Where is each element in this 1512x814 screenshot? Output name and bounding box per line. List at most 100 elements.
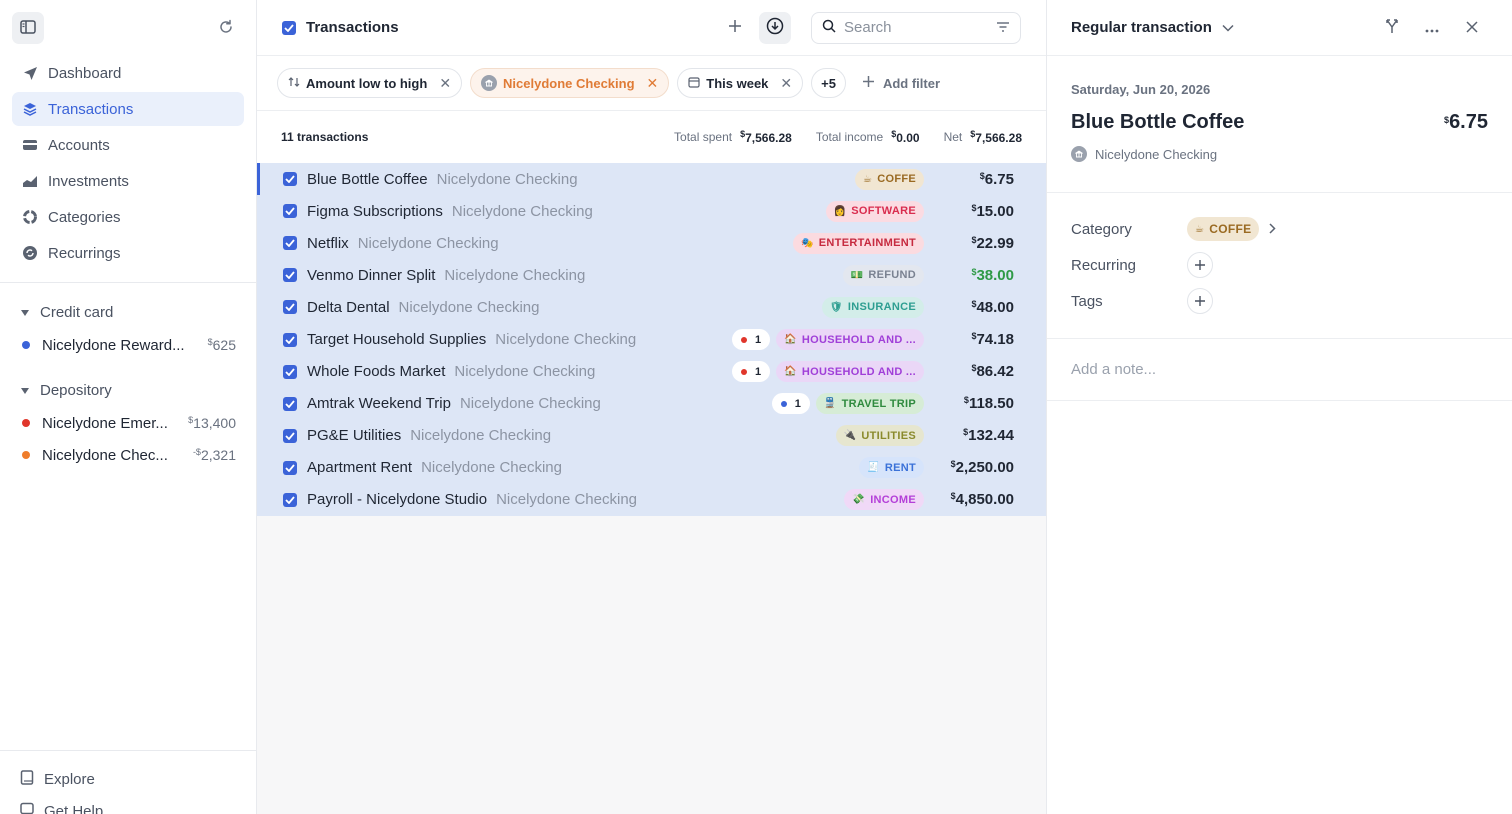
add-filter-button[interactable]: Add filter xyxy=(862,75,940,91)
transaction-row[interactable]: Netflix Nicelydone Checking 🎭 ENTERTAINMENT… xyxy=(257,227,1046,260)
filter-chip-label: Amount low to high xyxy=(306,75,428,91)
account-item[interactable]: Nicelydone Chec... -$2,321 xyxy=(20,439,236,471)
row-checkbox[interactable] xyxy=(283,172,297,187)
category-tag[interactable]: ☕ COFFE xyxy=(854,168,924,190)
merchant-name[interactable]: Blue Bottle Coffee xyxy=(1071,111,1245,133)
transaction-amount[interactable]: $6.75 xyxy=(1444,111,1488,133)
transaction-row[interactable]: Payroll - Nicelydone Studio Nicelydone Ch… xyxy=(257,483,1046,517)
category-emoji-icon: 💸 xyxy=(852,494,866,506)
transaction-type-label: Regular transaction xyxy=(1071,19,1212,36)
calendar-icon xyxy=(688,76,700,91)
download-button[interactable] xyxy=(759,11,791,44)
sidebar-item-categories[interactable]: Categories xyxy=(12,200,244,234)
account-group-toggle[interactable]: Credit card xyxy=(20,295,236,329)
row-checkbox[interactable] xyxy=(283,204,297,219)
repeat-icon xyxy=(22,245,38,261)
sidebar-item-get-help[interactable]: Get Help xyxy=(20,795,236,814)
account-item[interactable]: Nicelydone Reward... $625 xyxy=(20,329,236,361)
filter-chip-date[interactable]: This week ✕ xyxy=(677,68,804,98)
remove-filter-icon[interactable]: ✕ xyxy=(439,74,452,91)
chevron-down-icon xyxy=(1222,19,1234,36)
sidebar-item-dashboard[interactable]: Dashboard xyxy=(12,56,244,90)
transaction-row[interactable]: Whole Foods Market Nicelydone Checking 1 🏠 H… xyxy=(257,355,1046,388)
search-input[interactable] xyxy=(844,19,988,36)
row-checkbox[interactable] xyxy=(283,332,297,347)
refresh-button[interactable] xyxy=(216,18,236,38)
add-transaction-button[interactable] xyxy=(719,12,751,44)
category-tag[interactable]: 🏠 HOUSEHOLD AND ... xyxy=(776,329,924,351)
transaction-row[interactable]: PG&E Utilities Nicelydone Checking 🔌 UTILIT… xyxy=(257,419,1046,452)
group-label: Depository xyxy=(40,381,112,399)
category-tag-label: COFFE xyxy=(877,173,916,186)
transaction-list: Blue Bottle Coffee Nicelydone Checking ☕ CO… xyxy=(257,163,1046,517)
add-tag-button[interactable] xyxy=(1187,288,1213,314)
transaction-row[interactable]: Venmo Dinner Split Nicelydone Checking 💵 RE… xyxy=(257,259,1046,292)
row-checkbox[interactable] xyxy=(283,396,297,411)
row-checkbox[interactable] xyxy=(283,364,297,379)
transaction-amount: $4,850.00 xyxy=(950,491,1014,509)
transaction-row[interactable]: Figma Subscriptions Nicelydone Checking 👩 S… xyxy=(257,195,1046,228)
category-tag[interactable]: 🎭 ENTERTAINMENT xyxy=(793,232,924,254)
tag-count: 1 xyxy=(794,397,801,410)
close-icon xyxy=(1466,20,1478,36)
row-checkbox[interactable] xyxy=(283,268,297,283)
row-checkbox[interactable] xyxy=(283,300,297,315)
transaction-title: Payroll - Nicelydone Studio xyxy=(307,491,488,509)
account-name: Nicelydone Checking xyxy=(1095,146,1218,162)
sidebar-footer: Explore Get Help xyxy=(0,750,256,814)
transaction-row[interactable]: Amtrak Weekend Trip Nicelydone Checking 1 🚆… xyxy=(257,387,1046,420)
category-tag[interactable]: 💸 INCOME xyxy=(844,489,924,511)
tag-count-badge[interactable]: 1 xyxy=(732,361,771,383)
chevron-right-icon[interactable] xyxy=(1269,221,1276,237)
add-recurring-button[interactable] xyxy=(1187,252,1213,278)
transaction-count: 11 transactions xyxy=(281,130,369,144)
category-tag-label: UTILITIES xyxy=(861,429,916,442)
transaction-row[interactable]: Target Household Supplies Nicelydone Chec… xyxy=(257,323,1046,356)
row-checkbox[interactable] xyxy=(283,236,297,251)
category-tag-label: HOUSEHOLD AND ... xyxy=(801,333,916,346)
transaction-row[interactable]: Apartment Rent Nicelydone Checking 🧾 RENT $2… xyxy=(257,451,1046,484)
row-checkbox[interactable] xyxy=(283,492,297,507)
account-group-toggle[interactable]: Depository xyxy=(20,373,236,407)
sidebar-item-recurrings[interactable]: Recurrings xyxy=(12,236,244,270)
select-all-checkbox[interactable] xyxy=(282,20,296,35)
sidebar-item-explore[interactable]: Explore xyxy=(20,763,236,795)
filter-lines-icon[interactable] xyxy=(996,20,1010,36)
category-tag[interactable]: 👩 SOFTWARE xyxy=(825,200,924,222)
tag-color-dot xyxy=(741,368,748,375)
close-button[interactable] xyxy=(1452,12,1492,44)
tag-count-badge[interactable]: 1 xyxy=(732,329,771,351)
category-tag[interactable]: 🧾 RENT xyxy=(859,457,924,479)
sidebar-toggle-button[interactable] xyxy=(12,12,44,44)
more-options-button[interactable] xyxy=(1412,12,1452,44)
split-button[interactable] xyxy=(1372,12,1412,44)
category-emoji-icon: 🏠 xyxy=(784,334,797,346)
row-checkbox[interactable] xyxy=(283,428,297,443)
filter-chip-account[interactable]: Nicelydone Checking ✕ xyxy=(470,68,670,98)
sidebar-item-label: Categories xyxy=(48,208,121,226)
note-input[interactable] xyxy=(1071,361,1488,378)
transaction-title: Whole Foods Market xyxy=(307,363,446,381)
category-tag[interactable]: ☕ COFFE xyxy=(1187,217,1260,241)
sidebar-item-accounts[interactable]: Accounts xyxy=(12,128,244,162)
category-tag[interactable]: 🚆 TRAVEL TRIP xyxy=(815,393,924,415)
row-checkbox[interactable] xyxy=(283,460,297,475)
transaction-row[interactable]: Blue Bottle Coffee Nicelydone Checking ☕ CO… xyxy=(257,163,1046,196)
transaction-row[interactable]: Delta Dental Nicelydone Checking 🛡 INSURANC… xyxy=(257,291,1046,324)
category-tag[interactable]: 💵 REFUND xyxy=(842,264,924,286)
transaction-title: Amtrak Weekend Trip xyxy=(307,395,451,413)
account-item[interactable]: Nicelydone Emer... $13,400 xyxy=(20,407,236,439)
plus-icon xyxy=(862,75,875,91)
category-tag[interactable]: 🏠 HOUSEHOLD AND ... xyxy=(776,361,924,383)
category-tag[interactable]: 🛡 INSURANCE xyxy=(821,296,924,318)
category-emoji-icon: 🛡 xyxy=(829,301,843,313)
more-filters-chip[interactable]: +5 xyxy=(811,68,846,98)
tag-count-badge[interactable]: 1 xyxy=(771,393,810,415)
sidebar-item-transactions[interactable]: Transactions xyxy=(12,92,244,126)
remove-filter-icon[interactable]: ✕ xyxy=(780,74,793,91)
remove-filter-icon[interactable]: ✕ xyxy=(646,74,659,91)
category-tag[interactable]: 🔌 UTILITIES xyxy=(835,425,924,447)
transaction-type-dropdown[interactable]: Regular transaction xyxy=(1071,19,1372,36)
sidebar-item-investments[interactable]: Investments xyxy=(12,164,244,198)
filter-chip-sort[interactable]: Amount low to high ✕ xyxy=(277,68,463,98)
